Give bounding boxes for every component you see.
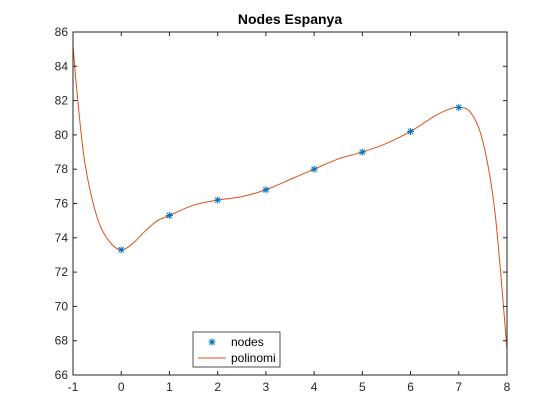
y-tick-label: 80 xyxy=(55,128,69,142)
data-point-nodes xyxy=(310,165,318,173)
data-point-nodes xyxy=(455,103,463,111)
x-tick-label: 1 xyxy=(166,380,173,394)
x-tick-label: 7 xyxy=(455,380,462,394)
legend-marker-nodes xyxy=(208,338,216,346)
y-tick-label: 84 xyxy=(55,59,69,73)
legend-label-polinomi: polinomi xyxy=(231,351,276,365)
plot-background xyxy=(73,32,507,375)
x-tick-label: 3 xyxy=(263,380,270,394)
legend: nodes polinomi xyxy=(192,331,281,368)
x-tick-label: -1 xyxy=(68,380,79,394)
y-tick-label: 66 xyxy=(55,368,69,382)
y-tick-label: 70 xyxy=(55,299,69,313)
y-tick-label: 78 xyxy=(55,162,69,176)
plot-area xyxy=(73,32,507,375)
x-tick-label: 6 xyxy=(407,380,414,394)
y-tick-label: 76 xyxy=(55,197,69,211)
legend-box xyxy=(192,331,281,368)
y-tick-label: 68 xyxy=(55,334,69,348)
x-tick-label: 5 xyxy=(359,380,366,394)
x-tick-label: 4 xyxy=(311,380,318,394)
y-tick-label: 82 xyxy=(55,94,69,108)
y-tick-label: 72 xyxy=(55,265,69,279)
data-point-nodes xyxy=(262,186,270,194)
chart-title: Nodes Espanya xyxy=(238,11,342,27)
data-point-nodes xyxy=(117,246,125,254)
data-point-nodes xyxy=(358,148,366,156)
legend-label-nodes: nodes xyxy=(231,335,264,349)
data-point-nodes xyxy=(214,196,222,204)
x-tick-label: 8 xyxy=(504,380,511,394)
y-tick-label: 74 xyxy=(55,231,69,245)
data-point-nodes xyxy=(165,212,173,220)
y-tick-label: 86 xyxy=(55,25,69,39)
x-tick-label: 2 xyxy=(214,380,221,394)
x-tick-label: 0 xyxy=(118,380,125,394)
data-point-nodes xyxy=(407,127,415,135)
